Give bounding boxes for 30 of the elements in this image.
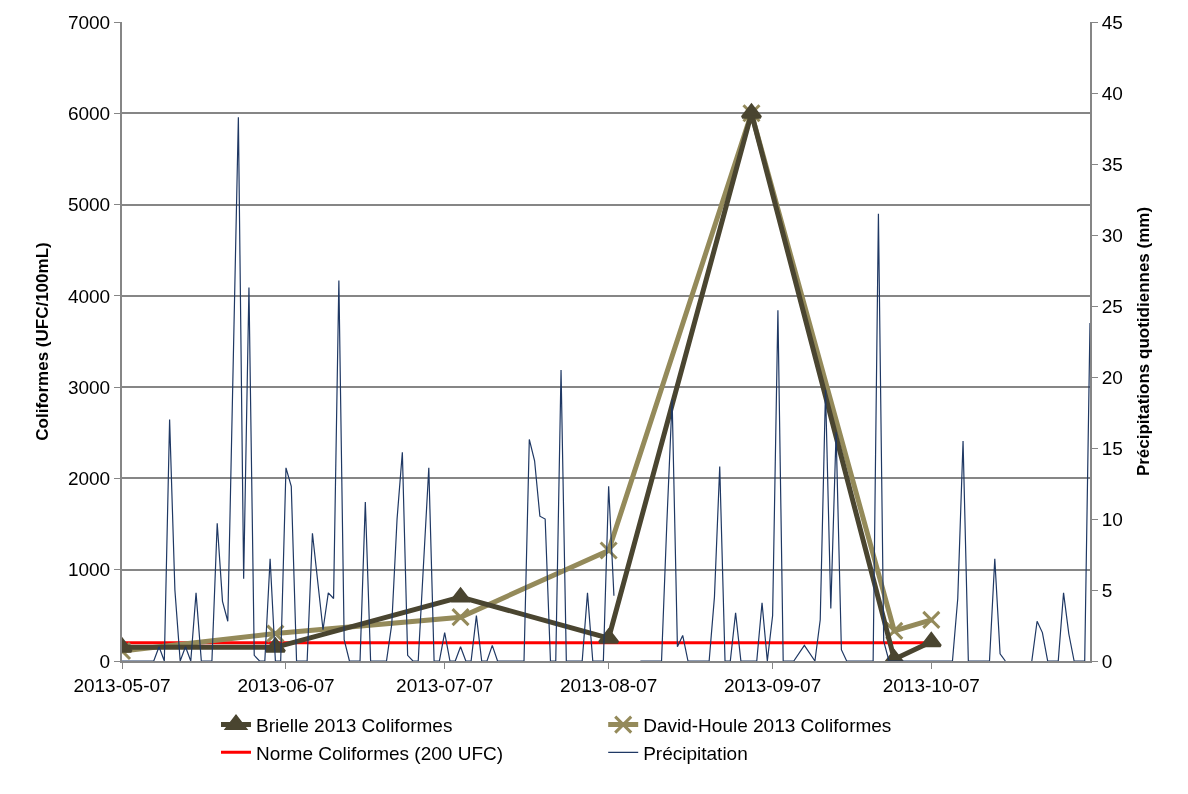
legend-label: Précipitation xyxy=(643,742,748,764)
x-tick-label: 2013-09-07 xyxy=(724,674,822,696)
y2-tick-label: 10 xyxy=(1101,508,1123,530)
x-tick-label: 2013-07-07 xyxy=(396,674,494,696)
y-tick-label: 4000 xyxy=(67,285,111,307)
legend-label: Brielle 2013 Coliformes xyxy=(256,714,453,736)
y-axis-title: Coliformes (UFC/100mL) xyxy=(32,242,52,441)
x-tick-label: 2013-08-07 xyxy=(560,674,658,696)
legend-label: David-Houle 2013 Coliformes xyxy=(643,714,892,736)
y-tick-label: 5000 xyxy=(67,194,111,216)
y2-tick-label: 5 xyxy=(1101,579,1113,601)
y2-tick-label: 30 xyxy=(1101,224,1123,246)
y-tick-label: 2000 xyxy=(67,468,111,490)
y2-tick-label: 45 xyxy=(1101,11,1123,33)
x-tick-label: 2013-06-07 xyxy=(237,674,335,696)
y-tick-label: 1000 xyxy=(67,559,111,581)
y2-tick-label: 20 xyxy=(1101,366,1123,388)
y-tick-label: 3000 xyxy=(67,376,111,398)
y2-tick-label: 40 xyxy=(1101,82,1123,104)
y-tick-label: 6000 xyxy=(67,102,111,124)
y-tick-label: 0 xyxy=(99,650,111,672)
y2-tick-label: 35 xyxy=(1101,153,1123,175)
y2-tick-label: 0 xyxy=(1101,650,1113,672)
y2-tick-label: 25 xyxy=(1101,295,1123,317)
x-tick-label: 2013-10-07 xyxy=(882,674,980,696)
y2-axis-title: Précipitations quotidiennes (mm) xyxy=(1133,206,1153,477)
y2-tick-label: 15 xyxy=(1101,437,1123,459)
legend-label: Norme Coliformes (200 UFC) xyxy=(256,742,504,764)
x-tick-label: 2013-05-07 xyxy=(73,674,171,696)
y-tick-label: 7000 xyxy=(67,11,111,33)
